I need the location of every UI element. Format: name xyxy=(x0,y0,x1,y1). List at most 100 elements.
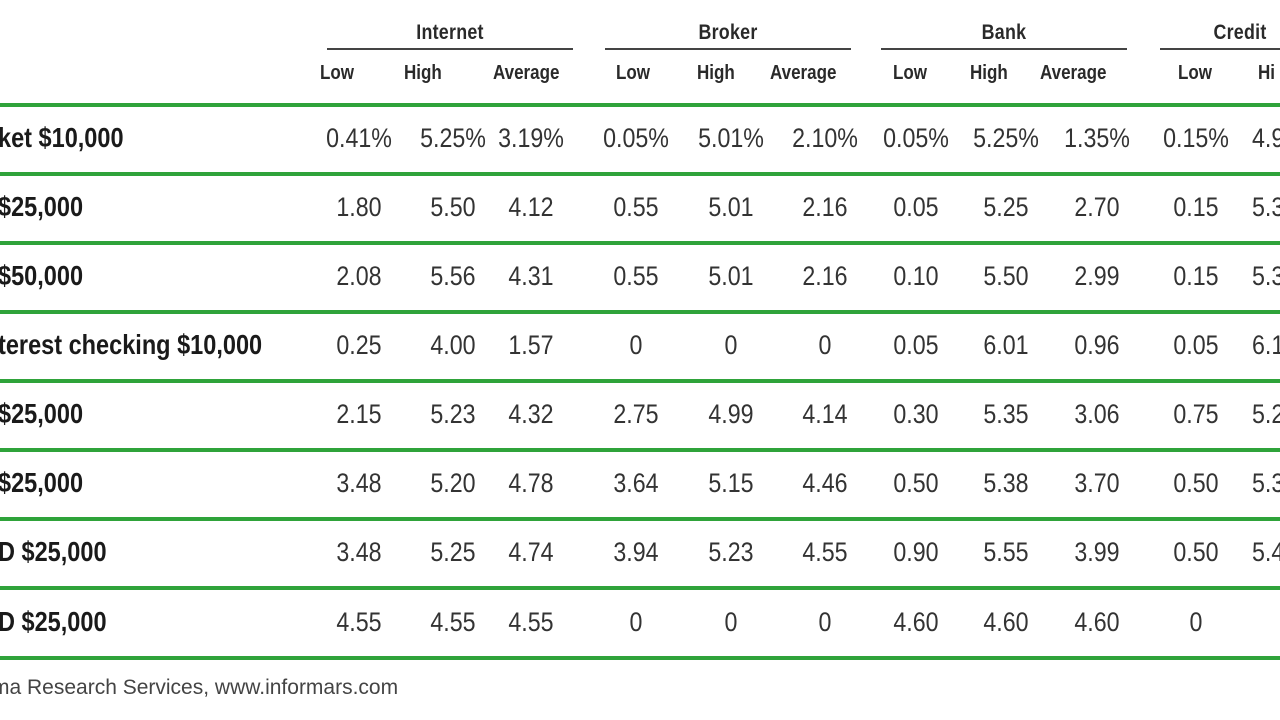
table-cell: 4.55 xyxy=(336,607,382,637)
table-cell: 4.46 xyxy=(802,468,848,498)
row-divider xyxy=(0,310,1280,314)
table-cell: 5.56 xyxy=(430,261,476,291)
table-cell: 4.60 xyxy=(1074,607,1120,637)
table-row: D $25,000 4.55 4.55 4.55 0 0 0 4.60 4.60 4.60 0 xyxy=(0,592,1280,652)
table-cell: 0.15 xyxy=(1173,192,1219,222)
column-subheader: Hi xyxy=(1258,62,1275,84)
table-cell: 0.05 xyxy=(1173,330,1219,360)
table-cell: 2.16 xyxy=(802,192,848,222)
column-subheader: Average xyxy=(493,62,560,84)
table-cell: 4.60 xyxy=(983,607,1029,637)
table-cell: 4.99 xyxy=(708,399,754,429)
table-cell: 5.23 xyxy=(430,399,476,429)
table-cell: 4.9 xyxy=(1252,123,1280,153)
table-cell: 0.05% xyxy=(883,123,949,153)
table-cell: 5.01% xyxy=(698,123,764,153)
table-cell: 0.05 xyxy=(893,330,939,360)
column-subheader: Low xyxy=(320,62,354,84)
table-cell: 5.4 xyxy=(1252,537,1280,567)
column-subheader: Average xyxy=(770,62,837,84)
table-cell: 0 xyxy=(629,607,643,637)
table-cell: 0.41% xyxy=(326,123,392,153)
table-cell: 0.15% xyxy=(1163,123,1229,153)
table-cell: 3.48 xyxy=(336,468,382,498)
table-cell: 0.05 xyxy=(893,192,939,222)
table-cell: 5.55 xyxy=(983,537,1029,567)
table-cell: 4.31 xyxy=(508,261,554,291)
table-cell: 0.10 xyxy=(893,261,939,291)
table-cell: 4.00 xyxy=(430,330,476,360)
row-label: D $25,000 xyxy=(0,606,107,637)
table-cell: 5.50 xyxy=(430,192,476,222)
table-cell: 2.99 xyxy=(1074,261,1120,291)
table-cell: 0.50 xyxy=(893,468,939,498)
table-cell: 2.75 xyxy=(613,399,659,429)
column-subheader: High xyxy=(970,62,1008,84)
table-cell: 6.1 xyxy=(1252,330,1280,360)
table-cell: 0 xyxy=(724,330,738,360)
table-cell: 0.90 xyxy=(893,537,939,567)
table-cell: 5.01 xyxy=(708,192,754,222)
row-divider xyxy=(0,586,1280,590)
table-cell: 5.25 xyxy=(983,192,1029,222)
column-subheader: Low xyxy=(616,62,650,84)
row-label: $25,000 xyxy=(0,398,84,429)
row-divider xyxy=(0,172,1280,176)
table-cell: 2.70 xyxy=(1074,192,1120,222)
column-subheader: Average xyxy=(1040,62,1107,84)
table-cell: 5.01 xyxy=(708,261,754,291)
table-cell: 5.3 xyxy=(1252,468,1280,498)
table-cell: 1.57 xyxy=(508,330,554,360)
row-divider xyxy=(0,241,1280,245)
table-cell: 0 xyxy=(818,607,832,637)
table-cell: 0 xyxy=(724,607,738,637)
table-cell: 3.48 xyxy=(336,537,382,567)
table-cell: 3.94 xyxy=(613,537,659,567)
table-cell: 0 xyxy=(629,330,643,360)
table-cell: 2.10% xyxy=(792,123,858,153)
table-row: terest checking $10,000 0.25 4.00 1.57 0 0 0 0.… xyxy=(0,315,1280,375)
table-cell: 4.74 xyxy=(508,537,554,567)
table-cell: 5.35 xyxy=(983,399,1029,429)
table-cell: 3.19% xyxy=(498,123,564,153)
table-cell: 1.80 xyxy=(336,192,382,222)
table-row: $25,000 3.48 5.20 4.78 3.64 5.15 4.46 0.50 5.38 3… xyxy=(0,453,1280,513)
row-label: D $25,000 xyxy=(0,536,107,567)
row-label: terest checking $10,000 xyxy=(0,329,263,360)
group-title: Credit xyxy=(1213,21,1267,44)
row-divider xyxy=(0,103,1280,107)
table-cell: 0.55 xyxy=(613,192,659,222)
table-row: $25,000 2.15 5.23 4.32 2.75 4.99 4.14 0.30 5.35 3… xyxy=(0,384,1280,444)
row-label: $25,000 xyxy=(0,467,84,498)
table-cell: 4.14 xyxy=(802,399,848,429)
table-cell: 0.50 xyxy=(1173,468,1219,498)
group-rule xyxy=(881,48,1127,50)
group-title: Internet xyxy=(416,21,484,44)
table-cell: 5.50 xyxy=(983,261,1029,291)
table-row: D $25,000 3.48 5.25 4.74 3.94 5.23 4.55 0.90 5.5… xyxy=(0,522,1280,582)
table-cell: 0 xyxy=(1189,607,1203,637)
table-cell: 5.23 xyxy=(708,537,754,567)
source-note: ma Research Services, www.informars.com xyxy=(0,676,399,699)
table-cell: 2.08 xyxy=(336,261,382,291)
table-cell: 1.35% xyxy=(1064,123,1130,153)
table-cell: 5.20 xyxy=(430,468,476,498)
group-title: Broker xyxy=(698,21,758,44)
table-cell: 3.70 xyxy=(1074,468,1120,498)
column-subheader: Low xyxy=(893,62,927,84)
table-cell: 0.96 xyxy=(1074,330,1120,360)
table-row: $50,000 2.08 5.56 4.31 0.55 5.01 2.16 0.10 5.50 2… xyxy=(0,246,1280,306)
table-cell: 4.78 xyxy=(508,468,554,498)
table-cell xyxy=(1252,606,1276,638)
row-divider xyxy=(0,448,1280,452)
table-cell: 4.55 xyxy=(430,607,476,637)
table-cell: 2.16 xyxy=(802,261,848,291)
table-cell: 3.64 xyxy=(613,468,659,498)
table-cell: 5.25 xyxy=(430,537,476,567)
table-cell: 5.2 xyxy=(1252,399,1280,429)
row-label: ket $10,000 xyxy=(0,122,124,153)
table-cell: 4.55 xyxy=(508,607,554,637)
table-cell: 5.25% xyxy=(420,123,486,153)
column-subheader: High xyxy=(404,62,442,84)
column-subheader: High xyxy=(697,62,735,84)
